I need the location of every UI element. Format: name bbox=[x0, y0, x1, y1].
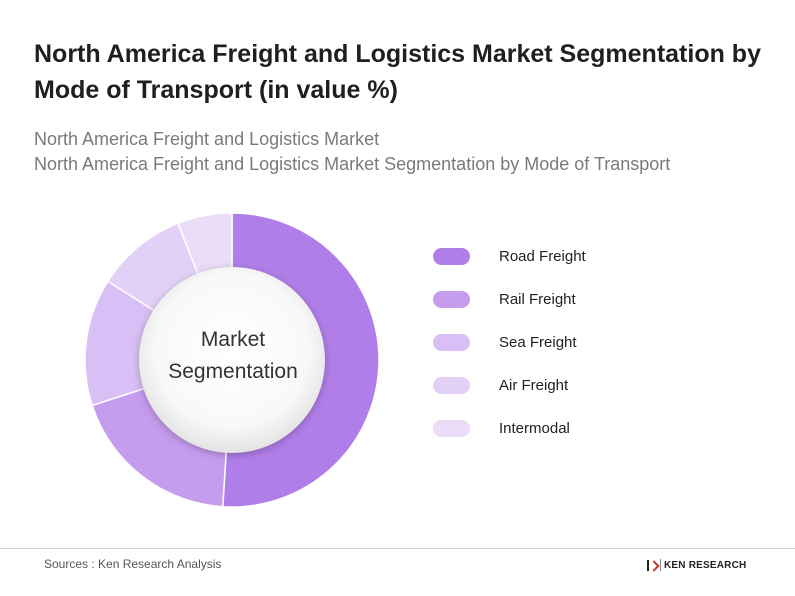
brand-logo: KEN RESEARCH bbox=[647, 558, 746, 572]
legend-label: Intermodal bbox=[499, 420, 570, 437]
subtitle-line-2: North America Freight and Logistics Mark… bbox=[34, 154, 671, 174]
subtitle-line-1: North America Freight and Logistics Mark… bbox=[34, 129, 380, 149]
legend-swatch bbox=[433, 377, 470, 394]
chart-subtitle: North America Freight and Logistics Mark… bbox=[34, 127, 774, 177]
donut-center-disc bbox=[139, 267, 325, 453]
legend-swatch bbox=[433, 291, 470, 308]
brand-name: KEN RESEARCH bbox=[664, 559, 747, 571]
legend-swatch bbox=[433, 334, 470, 351]
footer-divider bbox=[0, 548, 795, 549]
ken-research-logo-icon bbox=[647, 559, 658, 571]
legend-label: Rail Freight bbox=[499, 291, 576, 308]
donut-chart bbox=[84, 212, 380, 508]
legend-label: Sea Freight bbox=[499, 334, 577, 351]
source-note: Sources : Ken Research Analysis bbox=[44, 557, 222, 571]
donut-center-label: Market Segmentation bbox=[168, 328, 298, 383]
legend-swatch bbox=[433, 420, 470, 437]
chart-title: North America Freight and Logistics Mark… bbox=[34, 40, 761, 104]
legend-label: Air Freight bbox=[499, 377, 569, 394]
legend-label: Road Freight bbox=[499, 248, 586, 265]
legend-swatch bbox=[433, 248, 470, 265]
